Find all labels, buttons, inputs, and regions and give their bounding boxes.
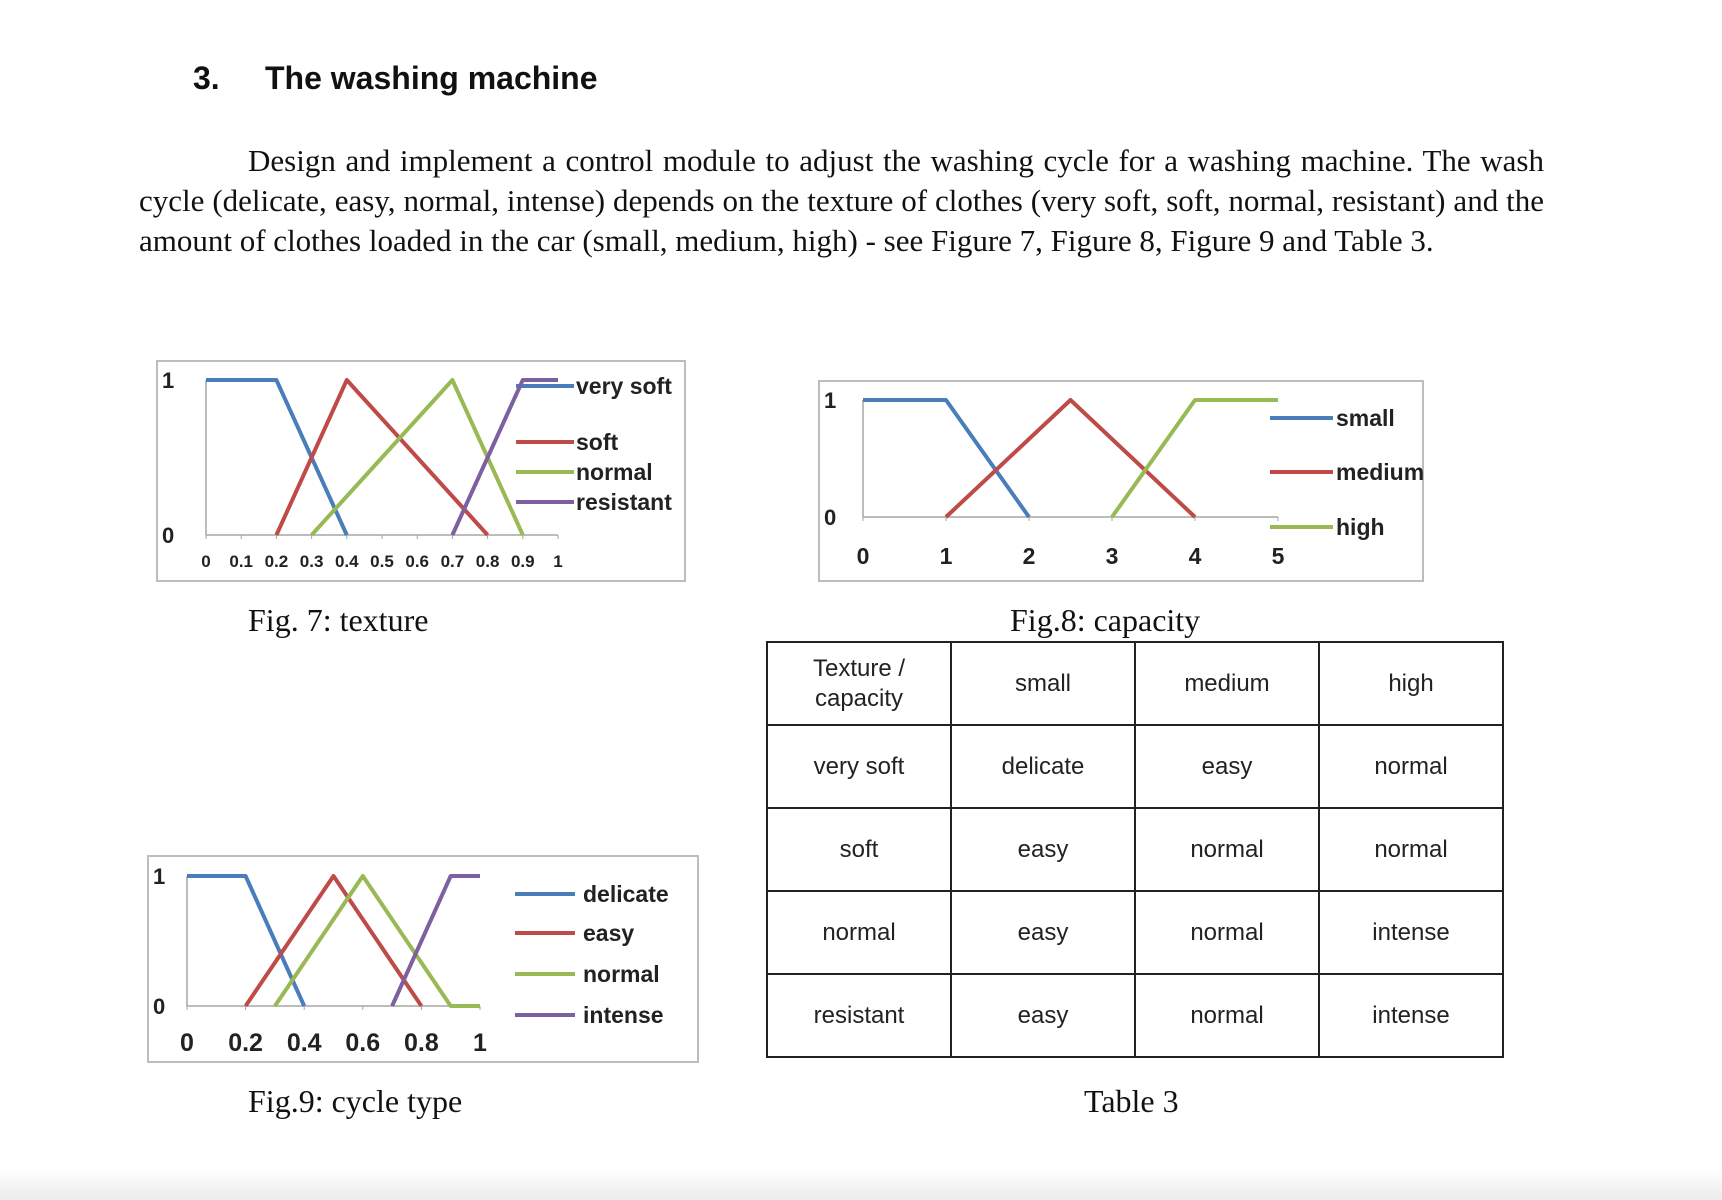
x-tick-label: 0.4 bbox=[287, 1029, 322, 1057]
legend-label-soft: soft bbox=[576, 429, 619, 455]
table-cell: delicate bbox=[950, 724, 1136, 809]
x-tick-label: 0.6 bbox=[405, 552, 429, 571]
x-tick-label: 0.2 bbox=[228, 1029, 263, 1057]
legend-label-normal: normal bbox=[576, 459, 653, 485]
x-tick-label: 3 bbox=[1106, 543, 1119, 569]
legend-label-resistant: resistant bbox=[576, 489, 672, 515]
x-tick-label: 1 bbox=[473, 1029, 487, 1057]
table3-caption: Table 3 bbox=[1084, 1083, 1179, 1119]
table-cell: easy bbox=[950, 973, 1136, 1058]
series-line-easy bbox=[243, 874, 424, 1008]
section-number: 3. bbox=[193, 60, 220, 96]
fig9-chart: 0 1 0 0.2 0.4 0.6 0.8 1 delicate easy normal intens… bbox=[147, 855, 699, 1063]
series-line-high bbox=[1110, 398, 1278, 519]
x-tick-label: 0.7 bbox=[441, 552, 465, 571]
fig9-caption: Fig.9: cycle type bbox=[248, 1083, 463, 1119]
table-row: resistant easy normal intense bbox=[766, 973, 1504, 1058]
table-row: soft easy normal normal bbox=[766, 807, 1504, 892]
section-title: The washing machine bbox=[265, 60, 598, 96]
x-tick-label: 0.5 bbox=[370, 552, 394, 571]
intro-paragraph: Design and implement a control module to… bbox=[139, 143, 1544, 258]
fig7-caption: Fig. 7: texture bbox=[248, 602, 429, 638]
table-header-cell: medium bbox=[1134, 641, 1320, 726]
table-header-cell: small bbox=[950, 641, 1136, 726]
x-tick-label: 4 bbox=[1189, 543, 1202, 569]
x-tick-label: 0.8 bbox=[476, 552, 500, 571]
x-tick-label: 0.1 bbox=[229, 552, 253, 571]
legend-label-very-soft: very soft bbox=[576, 373, 672, 399]
series-line-intense bbox=[390, 874, 480, 1007]
legend-label-delicate: delicate bbox=[583, 881, 669, 907]
page-bottom-edge bbox=[0, 1170, 1722, 1200]
series-line-normal bbox=[310, 378, 525, 537]
x-tick-label: 0 bbox=[857, 543, 870, 569]
table-row: normal easy normal intense bbox=[766, 890, 1504, 975]
table-cell: easy bbox=[950, 807, 1136, 892]
table-cell: normal bbox=[1318, 724, 1504, 809]
fig7-chart: 0 1 0 0.1 0.2 0.3 0.4 0.5 0.6 0.7 0.8 0.9 1 very soft… bbox=[156, 360, 686, 582]
series-line-very-soft bbox=[206, 378, 349, 536]
table-header-cell: high bbox=[1318, 641, 1504, 726]
legend-label-easy: easy bbox=[583, 920, 634, 946]
chart-frame bbox=[147, 855, 699, 1063]
fig7-svg: 0 1 0 0.1 0.2 0.3 0.4 0.5 0.6 0.7 0.8 0.9 1 very soft… bbox=[156, 360, 686, 582]
y-tick-label: 0 bbox=[824, 505, 836, 530]
cycle-table: Texture / capacity small medium high ver… bbox=[766, 641, 1504, 1058]
x-tick-label: 0.6 bbox=[345, 1029, 380, 1057]
table-cell: intense bbox=[1318, 973, 1504, 1058]
legend-label-medium: medium bbox=[1336, 459, 1424, 485]
y-tick-label: 1 bbox=[162, 368, 174, 393]
x-tick-label: 0.8 bbox=[404, 1029, 439, 1057]
chart-frame bbox=[818, 380, 1424, 582]
table-cell: resistant bbox=[766, 973, 952, 1058]
series-line-small bbox=[863, 398, 1031, 519]
table-cell: normal bbox=[1134, 890, 1320, 975]
table-cell: intense bbox=[1318, 890, 1504, 975]
series-line-soft bbox=[274, 378, 490, 537]
table-header-cell: Texture / capacity bbox=[766, 641, 952, 726]
y-tick-label: 0 bbox=[162, 523, 174, 548]
table-cell: normal bbox=[766, 890, 952, 975]
fig8-svg: 0 1 0 1 2 3 4 5 small medium high bbox=[818, 380, 1424, 582]
table-cell: easy bbox=[950, 890, 1136, 975]
x-tick-label: 0.3 bbox=[300, 552, 324, 571]
series-line-resistant bbox=[450, 378, 558, 536]
legend-label-normal: normal bbox=[583, 961, 660, 987]
y-tick-label: 0 bbox=[153, 994, 165, 1019]
x-tick-label: 0.9 bbox=[511, 552, 535, 571]
table-row: very soft delicate easy normal bbox=[766, 724, 1504, 809]
x-tick-label: 0.2 bbox=[265, 552, 289, 571]
series-line-medium bbox=[944, 398, 1197, 519]
x-tick-label: 1 bbox=[940, 543, 953, 569]
x-tick-label: 5 bbox=[1272, 543, 1285, 569]
table-cell: easy bbox=[1134, 724, 1320, 809]
table-cell: normal bbox=[1134, 973, 1320, 1058]
legend-label-small: small bbox=[1336, 405, 1395, 431]
legend-label-high: high bbox=[1336, 514, 1385, 540]
y-tick-label: 1 bbox=[153, 864, 165, 889]
x-tick-label: 0.4 bbox=[335, 552, 359, 571]
legend-label-intense: intense bbox=[583, 1002, 664, 1028]
table-header-row: Texture / capacity small medium high bbox=[766, 641, 1504, 726]
x-tick-label: 0 bbox=[180, 1029, 194, 1057]
series-line-normal bbox=[273, 874, 480, 1008]
table-cell: soft bbox=[766, 807, 952, 892]
y-tick-label: 1 bbox=[824, 388, 836, 413]
fig8-caption: Fig.8: capacity bbox=[1010, 602, 1201, 638]
fig9-svg: 0 1 0 0.2 0.4 0.6 0.8 1 delicate easy normal intens… bbox=[147, 855, 699, 1063]
fig8-chart: 0 1 0 1 2 3 4 5 small medium high bbox=[818, 380, 1424, 582]
series-line-delicate bbox=[187, 874, 307, 1007]
table-cell: very soft bbox=[766, 724, 952, 809]
x-tick-label: 0 bbox=[201, 552, 210, 571]
x-tick-label: 2 bbox=[1023, 543, 1036, 569]
x-tick-label: 1 bbox=[553, 552, 562, 571]
table-cell: normal bbox=[1318, 807, 1504, 892]
chart-frame bbox=[156, 360, 686, 582]
table-cell: normal bbox=[1134, 807, 1320, 892]
